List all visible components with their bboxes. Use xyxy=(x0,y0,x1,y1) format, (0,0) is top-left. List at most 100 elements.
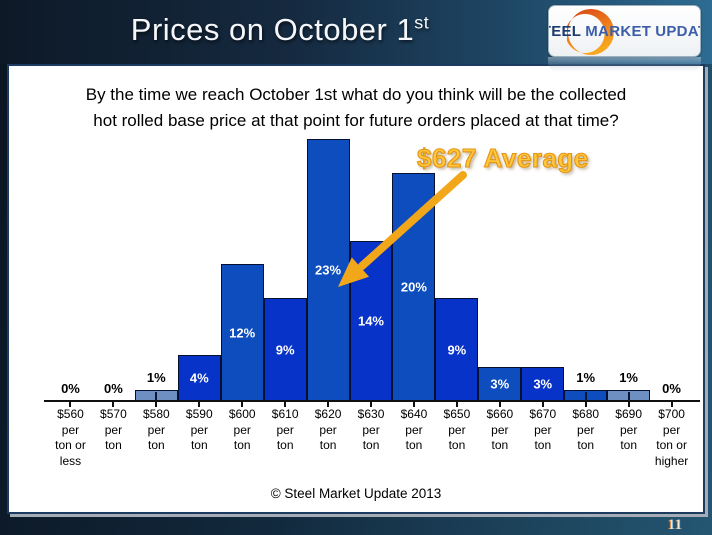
bar-category: 14% xyxy=(349,66,393,407)
category-label-line: per xyxy=(104,422,123,437)
axis-tick xyxy=(369,401,372,407)
header-bar: Prices on October 1st STEEL MARKET UPDAT… xyxy=(0,0,712,64)
axis-tick xyxy=(241,401,244,407)
axis-tick xyxy=(541,401,544,407)
category-label-line: per xyxy=(233,422,251,437)
bar: 4% xyxy=(177,355,221,401)
category-label-line: per xyxy=(534,422,552,437)
category-label-line: per xyxy=(662,422,681,437)
bar-value-label: 9% xyxy=(447,342,467,358)
logo-word-update: UPDATE xyxy=(655,22,700,40)
bar-category: 12% xyxy=(220,66,264,407)
axis-tick xyxy=(670,401,673,407)
category-label: $700 per ton or higher xyxy=(650,407,693,469)
category-label-line: ton xyxy=(190,438,208,452)
bar-category: 9% xyxy=(435,66,479,407)
logo-reflection xyxy=(548,57,701,72)
bar-category: 0% xyxy=(49,66,92,407)
category-label-line: ton xyxy=(491,438,509,452)
category-label-line: $560 xyxy=(57,407,84,421)
bar-value-label: 3% xyxy=(533,376,553,392)
category-label-line: ton xyxy=(276,438,294,452)
bar-value-label: 0% xyxy=(61,381,80,396)
category-label-line: per xyxy=(147,422,166,437)
category-label-line: $570 xyxy=(100,407,127,421)
category-label-line: $650 xyxy=(443,407,471,421)
bar-category: 1% xyxy=(607,66,651,407)
category-label-line: ton xyxy=(620,438,637,452)
category-label-line: $620 xyxy=(314,407,342,421)
category-label: $610 per ton xyxy=(264,407,307,469)
axis-tick-inner xyxy=(584,391,587,401)
axis-tick-inner xyxy=(627,391,630,401)
category-label: $640 per ton xyxy=(393,407,436,469)
page-number: 11 xyxy=(667,517,682,533)
bar-value-label: 1% xyxy=(576,369,596,385)
category-label-line: ton xyxy=(233,438,251,452)
bar: 3% xyxy=(478,366,522,401)
axis-tick-inner xyxy=(155,391,158,401)
bar: 23% xyxy=(306,138,350,401)
category-label-line: ton xyxy=(105,438,122,452)
category-label-line: $610 xyxy=(271,407,299,421)
x-axis xyxy=(44,400,700,402)
category-label-line: $590 xyxy=(185,407,213,421)
category-label-line: per xyxy=(405,422,423,437)
bar: 14% xyxy=(349,241,393,401)
category-label-line: per xyxy=(362,422,380,437)
bar-category: 1% xyxy=(134,66,178,407)
category-label-line: $580 xyxy=(142,407,170,421)
bar-category: 1% xyxy=(564,66,608,407)
axis-tick xyxy=(627,401,630,407)
category-label-line: per xyxy=(190,422,208,437)
slide-title: Prices on October 1st xyxy=(0,12,560,48)
bar-value-label: 0% xyxy=(103,381,123,396)
category-label: $580 per ton xyxy=(135,407,178,469)
category-label: $670 per ton xyxy=(521,407,564,469)
category-label-line: ton xyxy=(148,438,165,452)
logo-word-steel: STEEL xyxy=(549,22,582,40)
category-label: $570 per ton xyxy=(92,407,135,469)
category-label-line: $640 xyxy=(400,407,428,421)
category-label-line: $700 xyxy=(658,407,685,421)
category-label: $650 per ton xyxy=(435,407,478,469)
bar: 3% xyxy=(521,366,565,401)
bar-category: 4% xyxy=(177,66,221,407)
bar: 9% xyxy=(263,298,307,401)
title-superscript: st xyxy=(414,12,430,33)
category-label: $620 per ton xyxy=(307,407,350,469)
category-label-line: ton xyxy=(577,438,595,452)
bar-value-label: 12% xyxy=(229,325,256,341)
category-label-line: ton or xyxy=(55,438,86,452)
category-label: $590 per ton xyxy=(178,407,221,469)
axis-tick xyxy=(327,401,330,407)
plot-area: 0% 0% 1% 4% 12% 9% 23% 14% 20% 9% 3% 3% 1% 1% 0% xyxy=(44,66,700,407)
category-label: $560 per ton or less xyxy=(49,407,92,469)
category-label-line: ton xyxy=(448,438,466,452)
slide-title-text: Prices on October 1 xyxy=(130,12,415,47)
category-label-line: per xyxy=(619,422,638,437)
bar-category: 20% xyxy=(392,66,436,407)
bar-category: 3% xyxy=(478,66,522,407)
category-label-line: ton xyxy=(405,438,423,452)
category-label-line: $630 xyxy=(357,407,385,421)
category-label-line: per xyxy=(491,422,509,437)
axis-tick xyxy=(498,401,501,407)
bar-value-label: 23% xyxy=(315,262,342,278)
category-label-line: per xyxy=(319,422,337,437)
bar-category: 23% xyxy=(306,66,350,407)
category-label-line: per xyxy=(276,422,294,437)
category-label: $680 per ton xyxy=(564,407,607,469)
bar-category: 3% xyxy=(521,66,565,407)
category-labels: $560 per ton or less $570 per ton $580 per ton $59… xyxy=(49,407,693,469)
category-label-line: $600 xyxy=(228,407,256,421)
category-label: $600 per ton xyxy=(221,407,264,469)
bar-value-label: 9% xyxy=(275,342,295,358)
content-panel: By the time we reach October 1st what do… xyxy=(7,64,705,514)
bar-value-label: 1% xyxy=(146,369,166,385)
category-label-line: ton xyxy=(534,438,552,452)
bar-value-label: 14% xyxy=(357,313,384,329)
category-label-line: $690 xyxy=(615,407,642,421)
smu-logo: STEEL MARKET UPDATE xyxy=(548,5,701,57)
copyright-footer: © Steel Market Update 2013 xyxy=(270,486,442,501)
